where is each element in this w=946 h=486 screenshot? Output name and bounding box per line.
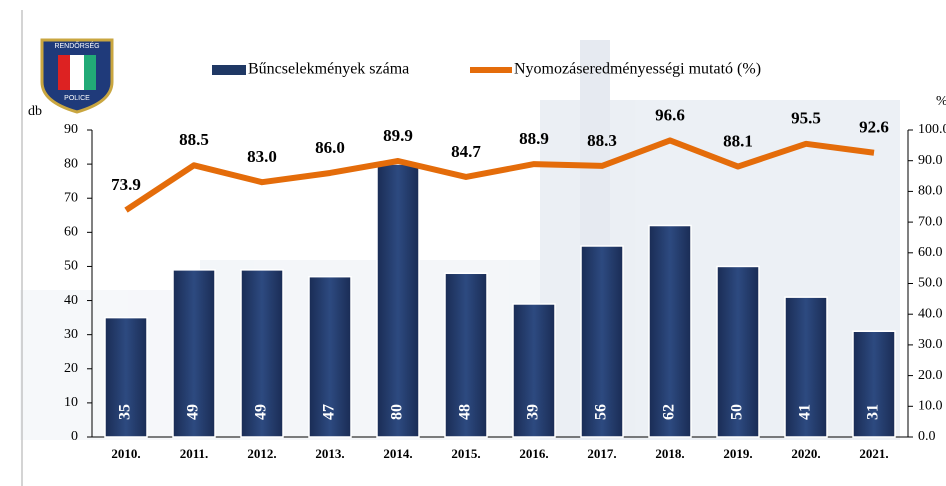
bar-label: 41 — [797, 404, 814, 420]
y2-axis-title: % — [936, 94, 946, 109]
bar — [240, 269, 284, 438]
bar-label: 39 — [525, 404, 542, 420]
line-label: 88.9 — [519, 129, 549, 148]
line-label: 96.6 — [655, 105, 685, 124]
y2-tick-label: 0.0 — [918, 429, 936, 444]
line-label: 89.9 — [383, 126, 413, 145]
y-tick-label: 40 — [64, 293, 78, 308]
bar-label: 47 — [321, 404, 338, 420]
y-tick-label: 90 — [64, 122, 78, 137]
x-tick-label: 2013. — [315, 446, 344, 461]
line-label: 88.5 — [179, 130, 209, 149]
y-tick-label: 10 — [64, 395, 78, 410]
bar — [648, 224, 692, 438]
x-tick-label: 2016. — [519, 446, 548, 461]
y-tick-label: 70 — [64, 190, 78, 205]
y-tick-label: 50 — [64, 259, 78, 274]
bar — [580, 245, 624, 438]
x-tick-label: 2015. — [451, 446, 480, 461]
bar — [784, 296, 828, 438]
bar-label: 49 — [253, 404, 270, 420]
logo-text: POLICE — [64, 95, 90, 102]
legend-label: Nyomozáseredményességi mutató (%) — [514, 61, 761, 78]
y-tick-label: 0 — [71, 429, 78, 444]
legend-swatch — [212, 65, 246, 75]
bar — [716, 265, 760, 438]
y2-tick-label: 90.0 — [918, 153, 943, 168]
line-label: 86.0 — [315, 138, 345, 157]
x-tick-label: 2020. — [791, 446, 820, 461]
bar-label: 62 — [661, 404, 678, 420]
y2-tick-label: 20.0 — [918, 368, 943, 383]
y-tick-label: 20 — [64, 361, 78, 376]
x-tick-label: 2017. — [587, 446, 616, 461]
y2-tick-label: 50.0 — [918, 276, 943, 291]
x-tick-label: 2010. — [111, 446, 140, 461]
line-label: 83.0 — [247, 147, 277, 166]
bar-label: 35 — [117, 404, 134, 420]
bar — [172, 269, 216, 438]
line-label: 95.5 — [791, 109, 821, 128]
y2-tick-label: 10.0 — [918, 399, 943, 414]
bar — [444, 272, 488, 438]
x-tick-label: 2012. — [247, 446, 276, 461]
y-tick-label: 80 — [64, 156, 78, 171]
line-label: 84.7 — [451, 142, 481, 161]
bar — [376, 163, 420, 438]
y2-tick-label: 100.0 — [918, 122, 946, 137]
bar — [852, 330, 896, 438]
bar-label: 49 — [185, 404, 202, 420]
x-tick-label: 2018. — [655, 446, 684, 461]
bar — [104, 316, 148, 438]
y2-tick-label: 80.0 — [918, 184, 943, 199]
bar-label: 48 — [457, 404, 474, 420]
x-tick-label: 2014. — [383, 446, 412, 461]
legend-label: Bűncselekmények száma — [248, 61, 409, 78]
bar — [512, 303, 556, 438]
y-tick-label: 60 — [64, 225, 78, 240]
y2-tick-label: 30.0 — [918, 337, 943, 352]
line-label: 73.9 — [111, 175, 141, 194]
logo: RENDŐRSÉG POLICE — [40, 38, 114, 114]
y2-tick-label: 40.0 — [918, 306, 943, 321]
bar — [308, 275, 352, 438]
line — [124, 137, 875, 213]
line-label: 88.1 — [723, 131, 753, 150]
line-label: 88.3 — [587, 131, 617, 150]
bar-label: 31 — [865, 404, 882, 420]
x-tick-label: 2019. — [723, 446, 752, 461]
bar-label: 80 — [389, 404, 406, 420]
y2-tick-label: 60.0 — [918, 245, 943, 260]
x-tick-label: 2011. — [180, 446, 209, 461]
bar-label: 50 — [729, 404, 746, 420]
logo-text: RENDŐRSÉG — [54, 41, 99, 50]
y-tick-label: 30 — [64, 327, 78, 342]
y-axis-title: db — [28, 104, 42, 119]
x-tick-label: 2021. — [859, 446, 888, 461]
y2-tick-label: 70.0 — [918, 214, 943, 229]
line-label: 92.6 — [859, 118, 889, 137]
bar-label: 56 — [593, 404, 610, 420]
